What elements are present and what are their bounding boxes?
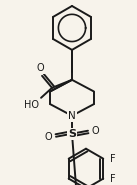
Text: N: N [68, 111, 76, 121]
Text: HO: HO [24, 100, 39, 110]
Text: O: O [36, 63, 44, 73]
Text: O: O [44, 132, 52, 142]
Text: F: F [110, 154, 116, 164]
Text: S: S [68, 129, 76, 139]
Text: O: O [92, 126, 100, 136]
Text: F: F [110, 174, 116, 184]
